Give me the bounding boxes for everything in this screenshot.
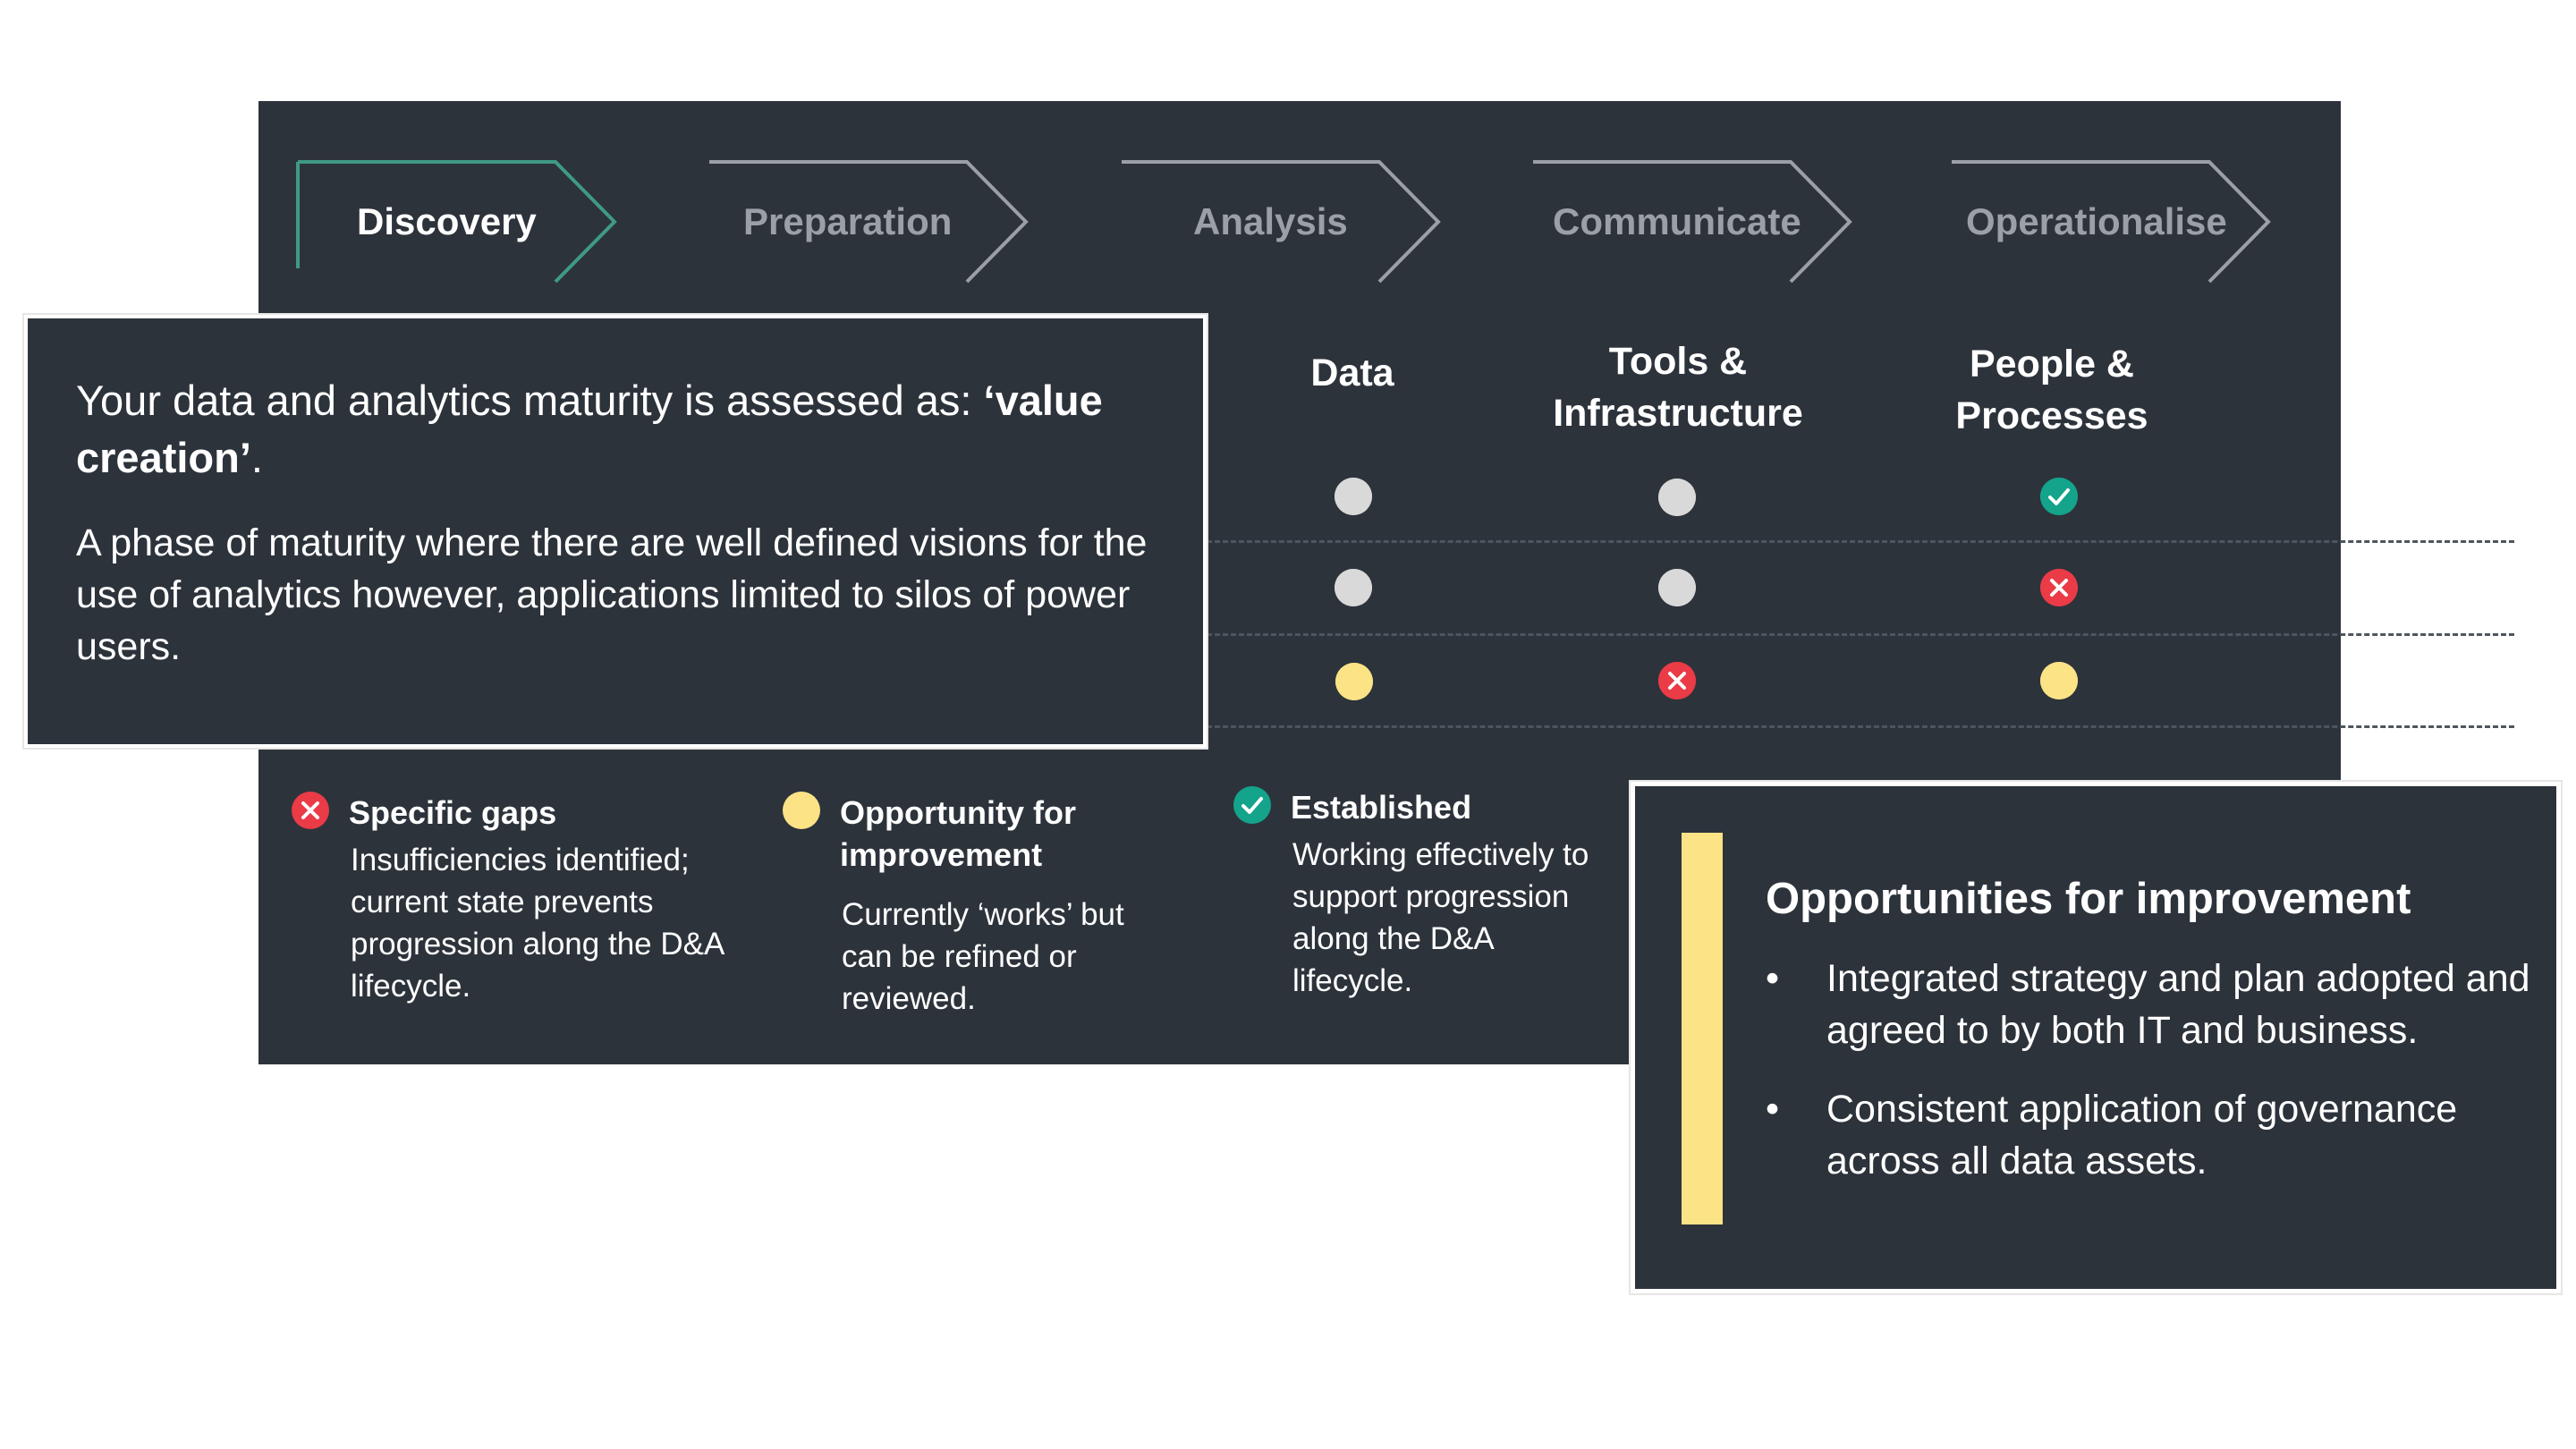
stage-label: Communicate xyxy=(1553,200,1801,242)
row-divider xyxy=(1207,725,2514,728)
column-header-line: Processes xyxy=(1955,394,2148,437)
stage-label: Operationalise xyxy=(1966,200,2227,242)
stage-preparation[interactable]: Preparation xyxy=(709,159,1029,284)
opportunity-item: • Consistent application of governance a… xyxy=(1766,1083,2535,1187)
chevron-outline-icon xyxy=(709,160,1029,284)
opportunity-text: Consistent application of governance acr… xyxy=(1826,1088,2458,1182)
legend-description: Insufficiencies identified; current stat… xyxy=(351,843,724,1004)
maturity-summary-card: Your data and analytics maturity is asse… xyxy=(24,315,1207,748)
legend-title: Specific gaps xyxy=(349,794,557,831)
column-header-line: Infrastructure xyxy=(1553,392,1803,435)
column-header-tools: Tools & Infrastructure xyxy=(1499,335,1857,439)
opportunities-card: Opportunities for improvement • Integrat… xyxy=(1631,782,2561,1293)
opportunity-text: Integrated strategy and plan adopted and… xyxy=(1826,957,2530,1052)
stage-operationalise[interactable]: Operationalise xyxy=(1952,159,2271,284)
opportunity-item: • Integrated strategy and plan adopted a… xyxy=(1766,953,2535,1056)
bullet-icon: • xyxy=(1766,957,1780,1000)
stage-label: Analysis xyxy=(1193,200,1348,242)
legend-description: Working effectively to support progressi… xyxy=(1292,837,1589,998)
row-divider xyxy=(1207,540,2514,543)
legend-description: Currently ‘works’ but can be refined or … xyxy=(842,897,1124,1016)
cross-circle-icon xyxy=(1658,662,1696,699)
maturity-level: ‘value creation’ xyxy=(76,377,1103,481)
check-circle-icon xyxy=(1233,786,1271,824)
column-header-data: Data xyxy=(1174,347,1531,399)
grey-dot-icon xyxy=(1335,478,1372,515)
chevron-outline-icon xyxy=(1952,160,2271,284)
column-header-people: People & Processes xyxy=(1873,338,2231,442)
stage-analysis[interactable]: Analysis xyxy=(1122,159,1441,284)
stage-discovery[interactable]: Discovery xyxy=(296,159,617,284)
maturity-description: A phase of maturity where there are well… xyxy=(76,521,1148,668)
cross-circle-icon xyxy=(2040,569,2078,606)
yellow-dot-icon xyxy=(783,792,820,829)
opportunities-title: Opportunities for improvement xyxy=(1766,875,2411,923)
legend-title: Established xyxy=(1291,789,1472,826)
chevron-outline-icon xyxy=(1122,160,1441,284)
yellow-dot-icon xyxy=(2040,662,2078,699)
chevron-outline-icon xyxy=(296,160,617,284)
grey-dot-icon xyxy=(1335,569,1372,606)
maturity-statement: Your data and analytics maturity is asse… xyxy=(76,372,1167,487)
grey-dot-icon xyxy=(1658,569,1696,606)
stage-communicate[interactable]: Communicate xyxy=(1533,159,1852,284)
grey-dot-icon xyxy=(1658,479,1696,516)
stage-label: Preparation xyxy=(743,200,953,242)
column-header-line: Tools & xyxy=(1608,340,1748,383)
cross-circle-icon xyxy=(292,792,329,829)
column-header-line: Data xyxy=(1310,352,1394,394)
lifecycle-stepper: Discovery Preparation Analysis Communica… xyxy=(258,101,2341,307)
opportunity-accent-bar xyxy=(1682,833,1723,1224)
chevron-outline-icon xyxy=(1533,160,1852,284)
opportunities-list: • Integrated strategy and plan adopted a… xyxy=(1766,953,2535,1214)
maturity-statement-prefix: Your data and analytics maturity is asse… xyxy=(76,377,984,424)
maturity-statement-suffix: . xyxy=(250,434,263,481)
legend-title: Opportunity for improvement xyxy=(840,794,1076,873)
row-divider xyxy=(1207,633,2514,636)
column-header-line: People & xyxy=(1970,343,2134,386)
check-circle-icon xyxy=(2040,478,2078,515)
bullet-icon: • xyxy=(1766,1088,1780,1131)
yellow-dot-icon xyxy=(1335,663,1373,700)
stage-label: Discovery xyxy=(357,200,537,242)
